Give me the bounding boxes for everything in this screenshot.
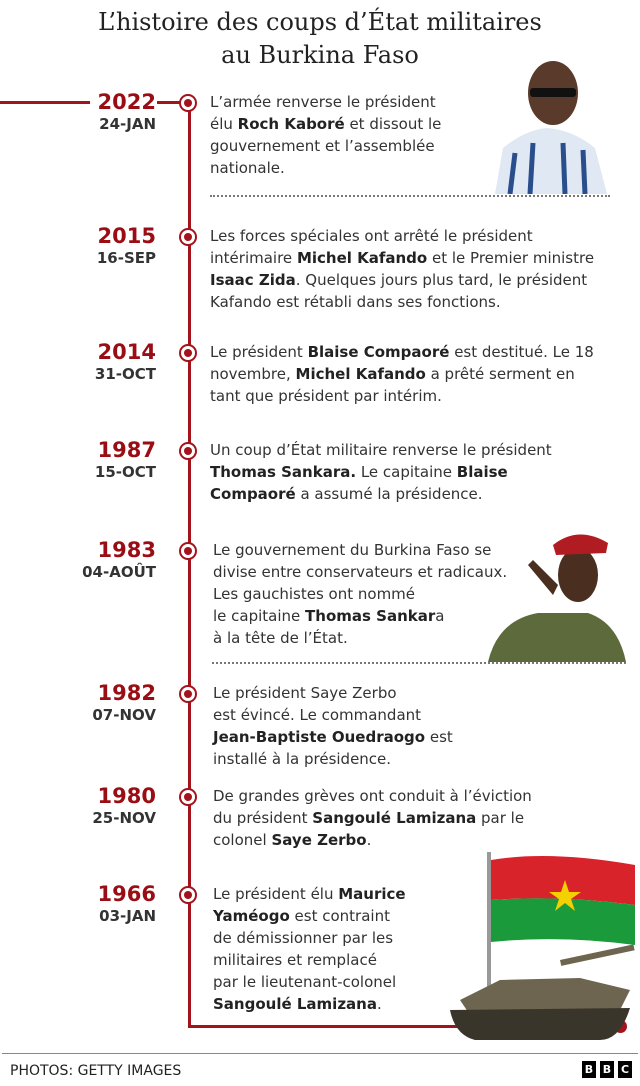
text-segment: .	[376, 995, 382, 1013]
text-segment: est contraint de démissionner par les mi…	[213, 907, 397, 991]
highlighted-name: Blaise Compaoré	[307, 343, 450, 361]
text-segment: L’armée renverse le président élu	[210, 93, 436, 133]
entry-description: L’armée renverse le président élu Roch K…	[210, 91, 441, 179]
entry-description: Un coup d’État militaire renverse le pré…	[210, 439, 552, 505]
text-segment: a assumé la présidence.	[295, 485, 483, 503]
text-segment: Le président	[210, 343, 308, 361]
timeline-bottom-line	[188, 1025, 620, 1028]
footer-divider	[2, 1053, 638, 1054]
photo-roch-kabore	[495, 61, 607, 194]
entry-year: 1982	[97, 681, 156, 705]
timeline-connector	[157, 101, 181, 104]
text-segment: et le Premier ministre	[432, 249, 595, 267]
entry-year: 1987	[97, 438, 156, 462]
entry-year: 1966	[97, 882, 156, 906]
entry-description: Le président Blaise Compaoré est destitu…	[210, 341, 594, 407]
entry-description: Les forces spéciales ont arrêté le prési…	[210, 225, 594, 313]
highlighted-name: Sangoulé Lamizana	[213, 995, 377, 1013]
entry-description: Le président Saye Zerbo est évincé. Le c…	[213, 682, 453, 770]
text-segment: Le capitaine	[356, 463, 457, 481]
highlighted-name: Michel Kafando	[296, 249, 428, 267]
timeline-dot	[179, 442, 197, 460]
entry-date: 15-OCT	[94, 463, 156, 481]
entry-date: 25-NOV	[92, 809, 156, 827]
highlighted-name: Saye Zerbo	[271, 831, 367, 849]
highlighted-name: Isaac Zida	[210, 271, 296, 289]
entry-date: 07-NOV	[92, 706, 156, 724]
text-segment: Le président élu	[213, 885, 339, 903]
timeline-dot	[179, 542, 197, 560]
photo-credit: PHOTOS: GETTY IMAGES	[10, 1063, 182, 1079]
highlighted-name: Maurice Yaméogo	[213, 885, 406, 925]
highlighted-name: Michel Kafando	[295, 365, 426, 383]
highlighted-name: Thomas Sankar	[305, 607, 436, 625]
bbc-logo-letter: C	[618, 1061, 632, 1078]
text-segment: et dissout le gouvernement et l’assemblé…	[210, 115, 442, 177]
entry-year: 1983	[97, 538, 156, 562]
photo-flag-and-tank	[450, 852, 635, 1040]
entry-date: 03-JAN	[99, 907, 156, 925]
bbc-logo-letter: B	[582, 1061, 596, 1078]
highlighted-name: Jean-Baptiste Ouedraogo	[213, 728, 426, 746]
timeline-dot	[179, 685, 197, 703]
timeline-dot	[179, 788, 197, 806]
text-segment: a prêté serment en tant que président pa…	[210, 365, 575, 405]
text-segment: . Quelques jours plus tard, le président…	[210, 271, 588, 311]
timeline-dot	[179, 94, 197, 112]
divider	[212, 662, 626, 664]
entry-year: 2022	[97, 90, 156, 114]
entry-date: 16-SEP	[96, 249, 156, 267]
timeline-vertical-line	[188, 110, 191, 1028]
entry-date: 04-AOÛT	[82, 563, 156, 581]
entry-description: Le gouvernement du Burkina Faso se divis…	[213, 539, 507, 649]
text-segment: Un coup d’État militaire renverse le pré…	[210, 441, 552, 459]
text-segment: Le gouvernement du Burkina Faso se divis…	[213, 541, 508, 625]
text-segment: est destitué. Le 18 novembre,	[210, 343, 594, 383]
bbc-logo: B B C	[582, 1061, 632, 1078]
entry-date: 24-JAN	[99, 115, 156, 133]
highlighted-name: Thomas Sankara.	[210, 463, 357, 481]
timeline-dot	[179, 886, 197, 904]
title-line-2: au Burkina Faso	[221, 41, 419, 69]
divider	[210, 195, 610, 197]
bbc-logo-letter: B	[600, 1061, 614, 1078]
entry-year: 1980	[97, 784, 156, 808]
text-segment: est installé à la présidence.	[213, 728, 453, 768]
text-segment: Les forces spéciales ont arrêté le prési…	[210, 227, 533, 267]
text-segment: .	[366, 831, 372, 849]
entry-date: 31-OCT	[94, 365, 156, 383]
entry-year: 2014	[97, 340, 156, 364]
timeline-dot	[179, 228, 197, 246]
timeline-lead-line	[0, 101, 90, 104]
entry-description: Le président élu Maurice Yaméogo est con…	[213, 883, 406, 1015]
text-segment: par le colonel	[213, 809, 525, 849]
title-line-1: L’histoire des coups d’État militaires	[98, 8, 542, 36]
entry-year: 2015	[97, 224, 156, 248]
page-title: L’histoire des coups d’État militaires a…	[0, 6, 640, 72]
highlighted-name: Sangoulé Lamizana	[312, 809, 477, 827]
highlighted-name: Roch Kaboré	[237, 115, 345, 133]
entry-description: De grandes grèves ont conduit à l’évicti…	[213, 785, 532, 851]
timeline-dot	[179, 344, 197, 362]
text-segment: De grandes grèves ont conduit à l’évicti…	[213, 787, 532, 827]
photo-thomas-sankara	[488, 534, 626, 662]
text-segment: a à la tête de l’État.	[213, 607, 445, 647]
text-segment: Le président Saye Zerbo est évincé. Le c…	[213, 684, 422, 724]
highlighted-name: Blaise Compaoré	[210, 463, 508, 503]
